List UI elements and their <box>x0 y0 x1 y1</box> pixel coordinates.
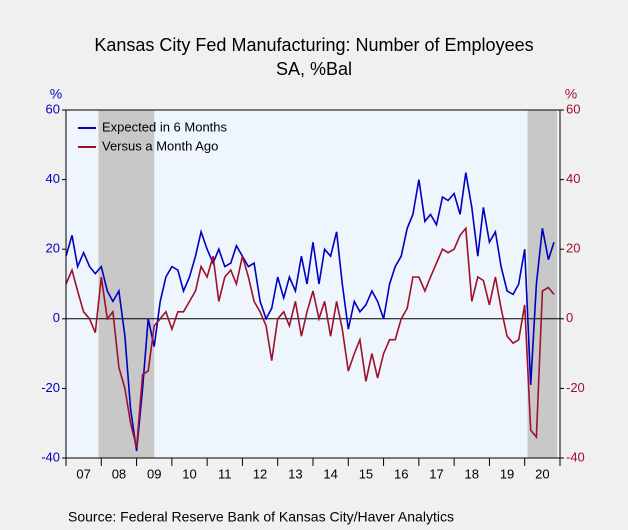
y-tick-label: -40 <box>41 449 60 464</box>
x-tick-label: 07 <box>76 466 90 481</box>
y-tick-label: 60 <box>46 101 60 116</box>
y-tick-label: 0 <box>53 310 60 325</box>
y2-tick-label: 0 <box>566 310 573 325</box>
x-tick-label: 08 <box>112 466 126 481</box>
series-line <box>65 172 555 452</box>
chart-subtitle: SA, %Bal <box>276 59 352 79</box>
legend-label: Expected in 6 Months <box>102 119 228 134</box>
x-tick-label: 19 <box>500 466 514 481</box>
x-tick-label: 17 <box>429 466 443 481</box>
x-tick-label: 16 <box>394 466 408 481</box>
y-tick-label: 20 <box>46 241 60 256</box>
chart-title: Kansas City Fed Manufacturing: Number of… <box>94 35 533 55</box>
x-tick-label: 10 <box>182 466 196 481</box>
series-line <box>65 226 555 448</box>
y2-tick-label: 60 <box>566 101 580 116</box>
recession-band <box>527 110 558 458</box>
x-tick-label: 13 <box>288 466 302 481</box>
x-tick-label: 11 <box>218 466 232 481</box>
x-tick-label: 09 <box>147 466 161 481</box>
recession-band <box>98 110 155 458</box>
right-unit: % <box>565 86 577 102</box>
plot-frame <box>65 109 561 459</box>
y-tick-label: 40 <box>46 171 60 186</box>
y2-tick-label: 40 <box>566 171 580 186</box>
y2-tick-label: -40 <box>566 449 585 464</box>
x-tick-label: 14 <box>323 466 337 481</box>
source-note: Source: Federal Reserve Bank of Kansas C… <box>68 509 454 525</box>
legend-label: Versus a Month Ago <box>102 138 218 153</box>
x-tick-label: 12 <box>253 466 267 481</box>
x-tick-label: 20 <box>535 466 549 481</box>
x-tick-label: 15 <box>359 466 373 481</box>
y2-tick-label: -20 <box>566 380 585 395</box>
left-unit: % <box>50 86 62 102</box>
y-tick-label: -20 <box>41 380 60 395</box>
y2-tick-label: 20 <box>566 241 580 256</box>
x-tick-label: 18 <box>465 466 479 481</box>
